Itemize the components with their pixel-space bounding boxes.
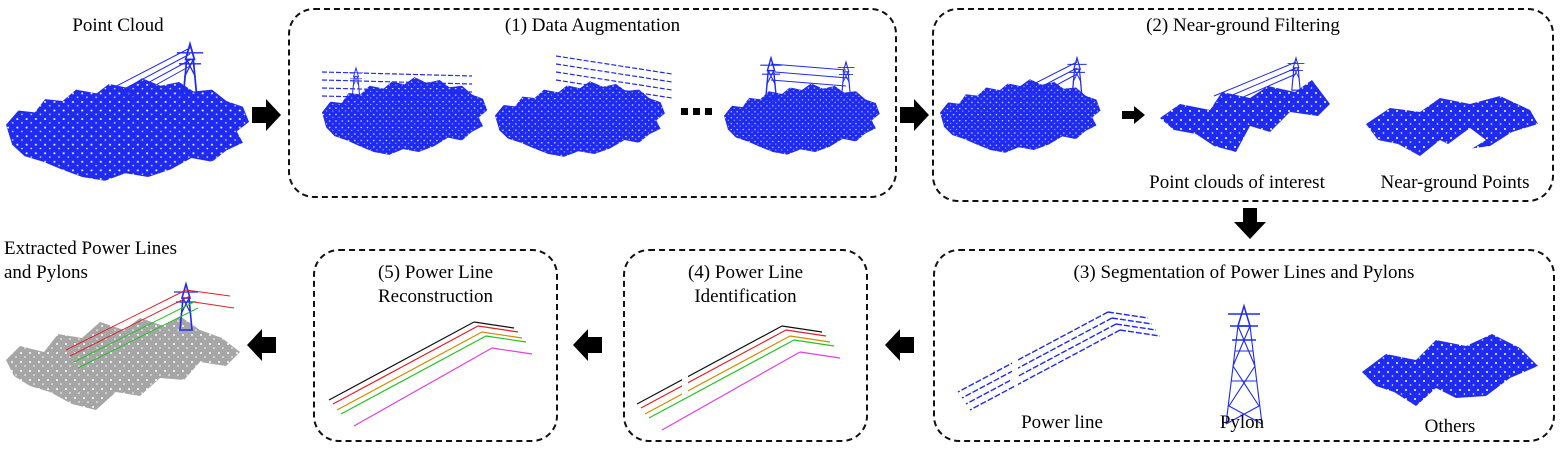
stage-reconstruction [313,249,558,442]
stage-4-title-line-2: Identification [694,286,797,307]
stage-1-title: (1) Data Augmentation [504,15,681,36]
arrow-left-icon [573,329,602,361]
class-power-line-label: Power line [1021,412,1103,433]
augmented-sample-n [724,57,880,155]
output-points-of-interest-label: Point clouds of interest [1149,172,1325,193]
stage-identification [623,249,868,442]
stage-5-title-line-1: (5) Power Line [377,262,494,283]
stage-near-ground-filtering [932,8,1554,202]
arrow-right-icon [900,99,929,131]
output-near-ground-label: Near-ground Points [1380,172,1530,193]
extracted-output-cloud [6,283,240,410]
arrow-left-icon [885,329,914,361]
output-title-line-1: Extracted Power Lines [4,238,178,259]
arrow-left-icon [247,329,276,361]
arrow-down-icon [1234,208,1266,239]
ellipsis-icon [681,108,712,115]
class-pylon-label: Pylon [1219,412,1265,433]
stage-segmentation [933,249,1555,442]
augmented-sample-1 [321,67,488,155]
arrow-right-icon [252,99,281,131]
stage-2-title: (2) Near-ground Filtering [1146,15,1340,36]
reconstructed-power-lines [328,321,533,427]
filter-input-cloud [940,57,1101,153]
segmented-others-cloud [1362,334,1538,406]
output-title-line-2: and Pylons [4,262,88,283]
class-others-label: Others [1424,416,1476,437]
stage-5-title-line-2: Reconstruction [377,286,494,307]
input-title: Point Cloud [72,15,164,36]
segmented-pylon [1225,305,1263,425]
input-point-cloud [6,43,250,181]
augmented-sample-2 [495,55,673,157]
stage-3-title: (3) Segmentation of Power Lines and Pylo… [1073,262,1415,283]
identified-power-lines [636,325,841,431]
points-of-interest-cloud [1160,57,1330,152]
stage-4-title-line-1: (4) Power Line [687,262,804,283]
near-ground-points-cloud [1366,96,1538,156]
stage-data-augmentation [288,8,897,198]
arrow-right-small-icon [1122,106,1145,124]
segmented-power-lines [957,311,1161,411]
